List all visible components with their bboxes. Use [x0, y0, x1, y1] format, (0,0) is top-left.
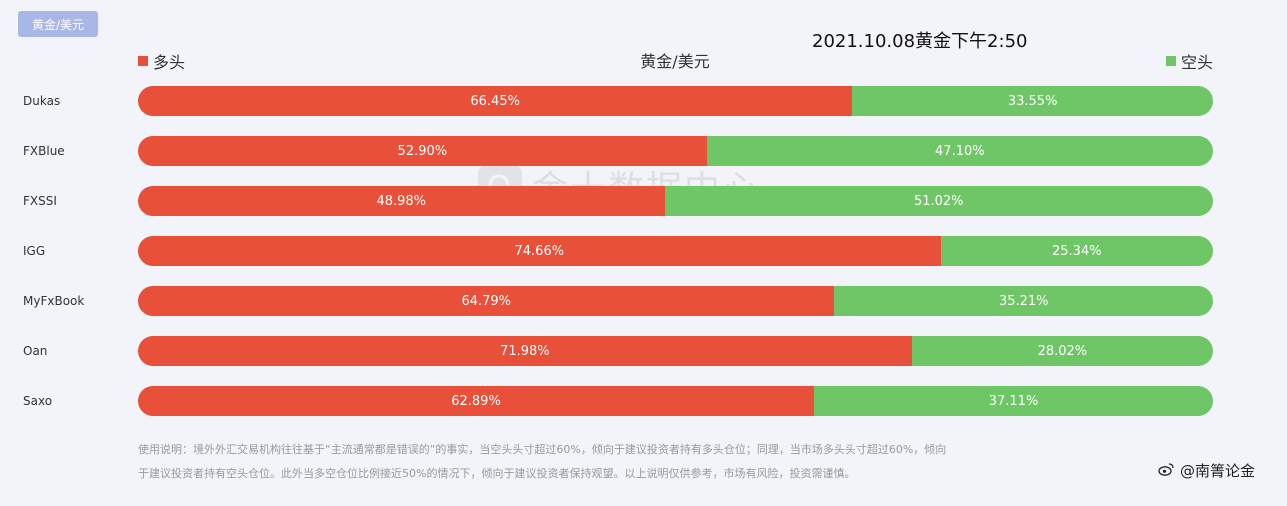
bar-row: 66.45% 33.55%	[138, 86, 1213, 116]
legend-long-swatch	[138, 56, 148, 66]
row-label: MyFxBook	[23, 294, 85, 308]
long-bar-segment[interactable]: 71.98%	[138, 336, 912, 366]
long-bar-segment[interactable]: 64.79%	[138, 286, 835, 316]
long-value-label: 52.90%	[397, 143, 448, 159]
long-bar-segment[interactable]: 52.90%	[138, 136, 707, 166]
bar-row: 52.90% 47.10%	[138, 136, 1213, 166]
bar-row: 62.89% 37.11%	[138, 386, 1213, 416]
legend-long: 多头	[138, 49, 185, 73]
bar-row: 64.79% 35.21%	[138, 286, 1213, 316]
legend-short-label: 空头	[1181, 53, 1214, 72]
author-credit: @南箐论金	[1158, 460, 1255, 481]
legend-long-label: 多头	[153, 53, 186, 72]
long-bar-segment[interactable]: 74.66%	[138, 236, 941, 266]
long-value-label: 62.89%	[451, 393, 501, 409]
row-label: FXSSI	[23, 194, 57, 208]
row-label: Saxo	[23, 394, 53, 408]
long-value-label: 64.79%	[461, 293, 512, 309]
long-bar-segment[interactable]: 62.89%	[138, 386, 815, 416]
short-bar-segment[interactable]: 37.11%	[814, 386, 1213, 416]
short-bar-segment[interactable]: 28.02%	[911, 336, 1213, 366]
timestamp-label: 2021.10.08黄金下午2:50	[812, 31, 1028, 52]
short-value-label: 51.02%	[913, 193, 964, 209]
short-value-label: 25.34%	[1052, 243, 1102, 259]
short-value-label: 35.21%	[998, 293, 1049, 309]
short-bar-segment[interactable]: 25.34%	[940, 236, 1213, 266]
row-label: Oan	[23, 344, 48, 358]
row-label: FXBlue	[23, 144, 65, 158]
long-value-label: 48.98%	[376, 193, 427, 209]
bar-row: 48.98% 51.02%	[138, 186, 1213, 216]
short-bar-segment[interactable]: 51.02%	[664, 186, 1213, 216]
long-bar-segment[interactable]: 66.45%	[138, 86, 853, 116]
chart-title: 黄金/美元	[640, 52, 710, 71]
short-value-label: 28.02%	[1037, 343, 1088, 359]
long-value-label: 66.45%	[470, 93, 520, 109]
usage-note-line-2: 于建议投资者持有空头仓位。此外当多空仓位比例接近50%的情况下，倾向于建议投资者…	[138, 467, 856, 480]
usage-note-line-1: 使用说明：境外外汇交易机构往往基于“主流通常都是错误的”的事实，当空头头寸超过6…	[138, 443, 947, 456]
short-bar-segment[interactable]: 33.55%	[852, 86, 1213, 116]
long-value-label: 74.66%	[514, 243, 565, 259]
long-bar-segment[interactable]: 48.98%	[138, 186, 665, 216]
bar-row: 74.66% 25.34%	[138, 236, 1213, 266]
row-label: Dukas	[23, 94, 61, 108]
row-label: IGG	[23, 244, 46, 258]
usage-note: 使用说明：境外外汇交易机构往往基于“主流通常都是错误的”的事实，当空头头寸超过6…	[138, 438, 1048, 486]
legend-short: 空头	[1166, 49, 1213, 73]
short-bar-segment[interactable]: 47.10%	[706, 136, 1213, 166]
instrument-tab[interactable]: 黄金/美元	[18, 11, 98, 37]
bar-row: 71.98% 28.02%	[138, 336, 1213, 366]
credit-text: @南箐论金	[1180, 462, 1256, 480]
short-value-label: 47.10%	[935, 143, 985, 159]
long-value-label: 71.98%	[500, 343, 550, 359]
short-value-label: 37.11%	[988, 393, 1039, 409]
weibo-icon	[1158, 462, 1174, 480]
short-bar-segment[interactable]: 35.21%	[834, 286, 1213, 316]
legend-short-swatch	[1166, 56, 1176, 66]
short-value-label: 33.55%	[1007, 93, 1058, 109]
